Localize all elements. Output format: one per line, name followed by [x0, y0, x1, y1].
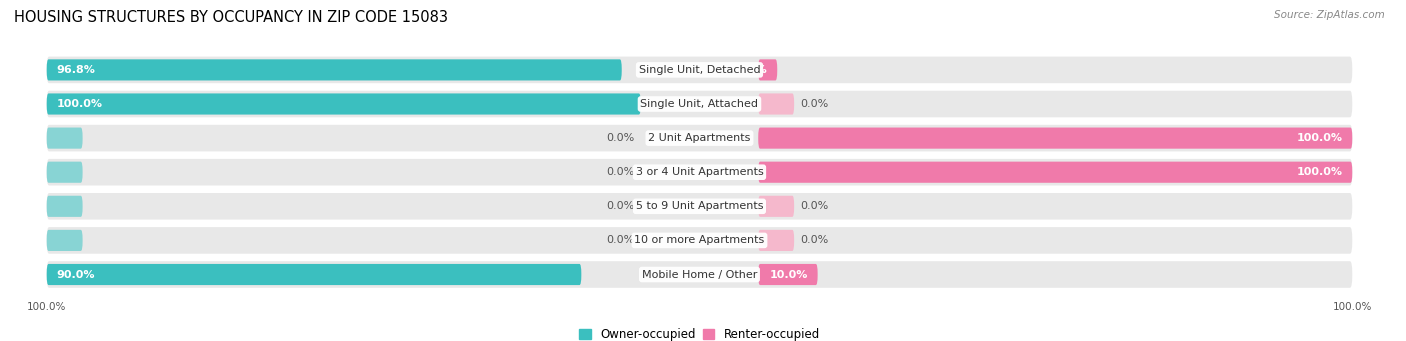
FancyBboxPatch shape — [46, 196, 83, 217]
Legend: Owner-occupied, Renter-occupied: Owner-occupied, Renter-occupied — [574, 323, 825, 341]
Text: 0.0%: 0.0% — [800, 99, 830, 109]
Text: 10 or more Apartments: 10 or more Apartments — [634, 235, 765, 246]
Text: 0.0%: 0.0% — [606, 235, 634, 246]
Text: 0.0%: 0.0% — [606, 133, 634, 143]
Text: 3.2%: 3.2% — [737, 65, 768, 75]
Text: Single Unit, Attached: Single Unit, Attached — [641, 99, 758, 109]
FancyBboxPatch shape — [46, 93, 641, 115]
Text: 90.0%: 90.0% — [56, 269, 96, 280]
FancyBboxPatch shape — [46, 125, 1353, 151]
FancyBboxPatch shape — [758, 196, 794, 217]
Text: Source: ZipAtlas.com: Source: ZipAtlas.com — [1274, 10, 1385, 20]
FancyBboxPatch shape — [46, 264, 581, 285]
Text: HOUSING STRUCTURES BY OCCUPANCY IN ZIP CODE 15083: HOUSING STRUCTURES BY OCCUPANCY IN ZIP C… — [14, 10, 449, 25]
FancyBboxPatch shape — [46, 91, 1353, 117]
FancyBboxPatch shape — [758, 264, 818, 285]
FancyBboxPatch shape — [46, 230, 83, 251]
Text: 5 to 9 Unit Apartments: 5 to 9 Unit Apartments — [636, 201, 763, 211]
Text: 100.0%: 100.0% — [1296, 133, 1343, 143]
Text: 100.0%: 100.0% — [1296, 167, 1343, 177]
FancyBboxPatch shape — [46, 159, 1353, 186]
FancyBboxPatch shape — [46, 128, 83, 149]
Text: Mobile Home / Other: Mobile Home / Other — [641, 269, 758, 280]
Text: 10.0%: 10.0% — [769, 269, 808, 280]
FancyBboxPatch shape — [758, 128, 1353, 149]
FancyBboxPatch shape — [46, 162, 83, 183]
Text: Single Unit, Detached: Single Unit, Detached — [638, 65, 761, 75]
FancyBboxPatch shape — [46, 261, 1353, 288]
FancyBboxPatch shape — [46, 57, 1353, 83]
Text: 2 Unit Apartments: 2 Unit Apartments — [648, 133, 751, 143]
Text: 0.0%: 0.0% — [800, 235, 830, 246]
Text: 0.0%: 0.0% — [606, 167, 634, 177]
FancyBboxPatch shape — [46, 193, 1353, 220]
FancyBboxPatch shape — [758, 162, 1353, 183]
FancyBboxPatch shape — [758, 93, 794, 115]
FancyBboxPatch shape — [46, 59, 621, 80]
Text: 96.8%: 96.8% — [56, 65, 96, 75]
Text: 0.0%: 0.0% — [606, 201, 634, 211]
Text: 100.0%: 100.0% — [56, 99, 103, 109]
Text: 3 or 4 Unit Apartments: 3 or 4 Unit Apartments — [636, 167, 763, 177]
FancyBboxPatch shape — [46, 227, 1353, 254]
FancyBboxPatch shape — [758, 59, 778, 80]
Text: 0.0%: 0.0% — [800, 201, 830, 211]
FancyBboxPatch shape — [758, 230, 794, 251]
